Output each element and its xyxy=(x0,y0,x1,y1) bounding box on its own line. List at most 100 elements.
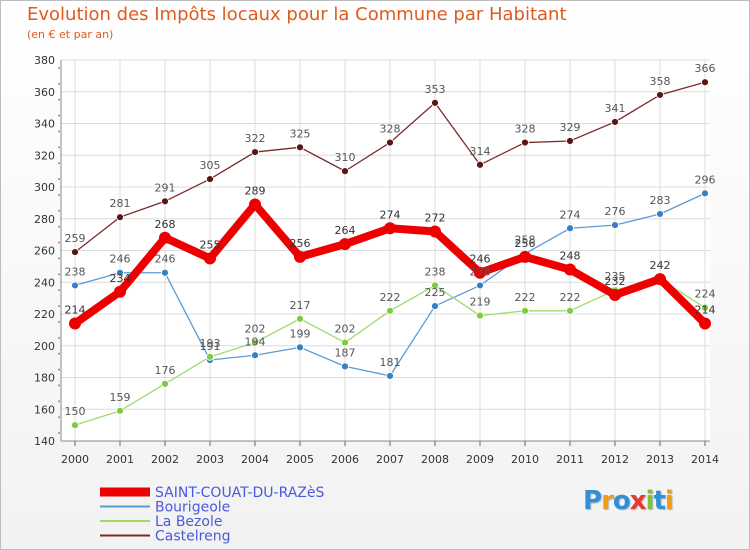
x-tick-label: 2008 xyxy=(421,453,449,466)
logo-letter: t xyxy=(653,486,665,516)
data-point xyxy=(249,198,261,211)
data-label: 272 xyxy=(425,211,446,224)
data-label: 202 xyxy=(245,323,266,336)
y-minor-dot xyxy=(58,368,60,371)
data-label: 353 xyxy=(425,83,446,96)
data-label: 176 xyxy=(155,364,176,377)
y-minor-dot xyxy=(58,241,60,244)
x-tick-label: 2012 xyxy=(601,453,629,466)
data-point xyxy=(566,306,574,315)
legend-label: Castelreng xyxy=(155,529,230,545)
data-point xyxy=(161,268,169,277)
data-label: 191 xyxy=(200,340,221,353)
data-label: 224 xyxy=(695,288,716,301)
y-minor-dot xyxy=(58,225,60,228)
data-label: 255 xyxy=(200,238,221,251)
data-point xyxy=(429,225,441,238)
data-label: 366 xyxy=(695,62,716,75)
data-point xyxy=(611,118,619,126)
data-label: 159 xyxy=(110,391,131,404)
data-point xyxy=(116,268,124,277)
data-label: 246 xyxy=(155,253,176,266)
data-label: 328 xyxy=(515,123,536,136)
data-label: 238 xyxy=(470,265,491,278)
data-label: 238 xyxy=(425,265,446,278)
data-point xyxy=(519,250,531,263)
data-label: 187 xyxy=(335,346,356,359)
data-point xyxy=(564,263,576,276)
logo-letter: o xyxy=(612,486,631,516)
data-label: 222 xyxy=(560,291,581,304)
y-tick-label: 320 xyxy=(34,149,55,162)
y-minor-dot xyxy=(58,67,60,69)
x-tick-label: 2000 xyxy=(61,453,89,466)
logo-letter: x xyxy=(629,486,647,516)
data-label: 289 xyxy=(245,184,266,197)
data-label: 258 xyxy=(515,234,536,247)
data-label: 291 xyxy=(155,181,176,194)
data-label: 274 xyxy=(560,208,581,221)
chart-subtitle: (en € et par an) xyxy=(27,28,114,41)
data-point xyxy=(71,421,79,430)
logo-letter: r xyxy=(601,486,614,516)
data-label: 264 xyxy=(335,224,356,237)
data-point xyxy=(431,281,439,290)
y-tick-label: 140 xyxy=(34,435,55,448)
y-tick-label: 340 xyxy=(34,118,55,131)
y-tick-label: 180 xyxy=(34,372,55,385)
data-label: 325 xyxy=(290,127,311,140)
legend-label: SAINT-COUAT-DU-RAZèS xyxy=(155,485,325,501)
data-label: 281 xyxy=(110,197,131,210)
data-point xyxy=(609,288,621,301)
data-label: 214 xyxy=(65,304,86,317)
data-label: 242 xyxy=(650,259,671,272)
data-label: 276 xyxy=(605,205,626,218)
data-point xyxy=(656,210,664,218)
data-point xyxy=(386,306,394,315)
y-minor-dot xyxy=(58,257,60,260)
logo-letter: i xyxy=(664,486,674,516)
data-label: 256 xyxy=(515,237,536,250)
x-tick-label: 2009 xyxy=(466,453,494,466)
data-label: 314 xyxy=(470,145,491,158)
data-point xyxy=(566,224,574,233)
data-point xyxy=(656,91,664,99)
data-label: 329 xyxy=(560,121,581,134)
chart-title: Evolution des Impôts locaux pour la Comm… xyxy=(27,4,567,25)
data-label: 248 xyxy=(560,250,581,263)
data-point xyxy=(386,372,394,380)
y-minor-dot xyxy=(58,209,60,212)
data-label: 232 xyxy=(605,275,626,288)
data-label: 283 xyxy=(650,194,671,207)
data-label: 328 xyxy=(380,123,401,136)
x-tick-label: 2005 xyxy=(286,453,314,466)
x-tick-label: 2003 xyxy=(196,453,224,466)
data-point xyxy=(701,189,709,198)
y-tick-label: 360 xyxy=(34,86,55,99)
data-point xyxy=(474,266,486,279)
data-label: 222 xyxy=(380,291,401,304)
data-point xyxy=(159,231,171,244)
y-minor-dot xyxy=(58,432,60,434)
x-tick-label: 2004 xyxy=(241,453,269,466)
x-tick-label: 2011 xyxy=(556,453,584,466)
data-point xyxy=(654,273,666,286)
data-label: 358 xyxy=(650,75,671,88)
y-tick-label: 200 xyxy=(34,340,55,353)
y-minor-dot xyxy=(58,352,60,355)
data-point xyxy=(206,175,214,183)
data-point xyxy=(71,281,79,290)
y-tick-label: 260 xyxy=(34,245,55,258)
data-point xyxy=(476,311,484,320)
data-point xyxy=(71,248,79,256)
data-label: 305 xyxy=(200,159,221,172)
y-minor-dot xyxy=(58,98,60,101)
data-point xyxy=(521,306,529,315)
data-point xyxy=(431,98,439,107)
data-label: 193 xyxy=(200,337,221,350)
y-minor-dot xyxy=(58,336,60,339)
data-point xyxy=(339,238,351,251)
data-label: 217 xyxy=(290,299,311,312)
data-point xyxy=(161,379,169,388)
